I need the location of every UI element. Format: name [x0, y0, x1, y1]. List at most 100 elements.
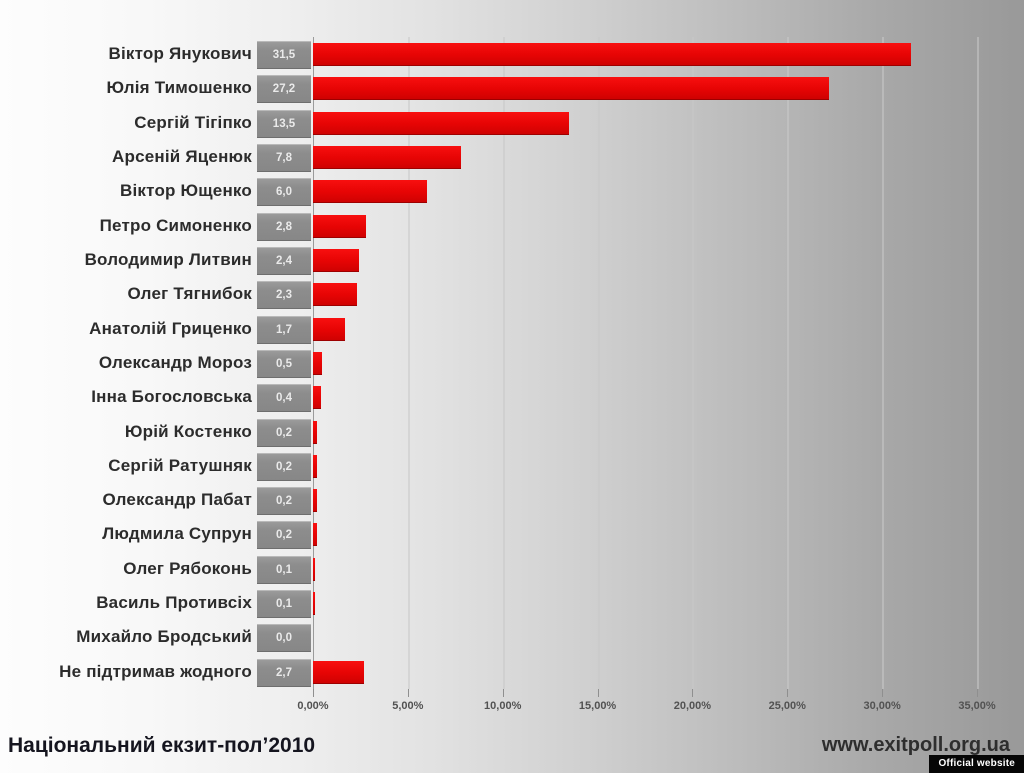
chart-row: Сергій Тігіпко 13,5 — [0, 109, 1024, 143]
axis-tick — [313, 689, 314, 697]
result-bar — [313, 420, 317, 444]
chart-row: Олег Тягнибок 2,3 — [0, 280, 1024, 314]
axis-tick-label: 0,00% — [297, 700, 329, 712]
candidate-name-label: Віктор Янукович — [108, 44, 252, 63]
candidate-name-label: Інна Богословська — [91, 387, 252, 407]
candidate-name-label: Юрій Костенко — [124, 421, 252, 441]
candidate-name-label: Василь Противсіх — [96, 593, 252, 613]
value-box: 0,1 — [257, 590, 311, 619]
result-bar — [313, 489, 317, 513]
plot-area: 0,00% 5,00% 10,00% 15,00% 20,00% 25,00% … — [297, 37, 996, 712]
candidate-name-label: Арсеній Яценюк — [112, 146, 252, 166]
value-box: 7,8 — [257, 143, 311, 172]
result-bar — [313, 214, 367, 238]
axis-tick-label: 25,00% — [768, 700, 806, 712]
value-box: 2,8 — [257, 212, 311, 241]
axis-tick — [407, 689, 409, 697]
candidate-name-label: Сергій Ратушняк — [108, 455, 252, 475]
result-bar — [313, 77, 830, 101]
chart-row: Не підтримав жодного 2,7 — [0, 658, 1024, 692]
gridline — [597, 37, 600, 689]
result-bar — [313, 454, 317, 478]
candidate-name-label: Не підтримав жодного — [59, 661, 252, 681]
result-bar — [313, 43, 911, 66]
chart-row: Володимир Литвин 2,4 — [0, 246, 1024, 280]
candidate-name-label: Михайло Бродський — [76, 627, 252, 647]
axis-tick-label: 5,00% — [392, 700, 424, 712]
gridline — [407, 37, 410, 689]
candidate-name-label: Володимир Литвин — [84, 249, 252, 269]
value-box: 0,4 — [257, 384, 311, 413]
official-website-badge: Official website — [929, 755, 1024, 773]
candidate-name-label: Петро Симоненко — [99, 215, 252, 235]
value-box: 2,4 — [257, 246, 311, 275]
candidate-name-label: Олександр Мороз — [98, 352, 252, 372]
axis-tick — [787, 689, 789, 697]
value-box: 0,0 — [257, 624, 311, 653]
axis-tick-label: 30,00% — [863, 700, 901, 712]
result-bar — [313, 283, 357, 307]
axis-tick-label: 35,00% — [958, 700, 996, 712]
candidate-name-label: Анатолій Гриценко — [89, 318, 252, 338]
axis-tick — [502, 689, 504, 697]
website-url: www.exitpoll.org.ua — [821, 734, 1010, 756]
chart-row: Василь Противсіх 0,1 — [0, 589, 1024, 623]
candidate-name-label: Людмила Супрун — [102, 524, 252, 544]
value-box: 0,2 — [257, 418, 311, 447]
chart-row: Юлія Тимошенко 27,2 — [0, 74, 1024, 108]
chart-row: Михайло Бродський 0,0 — [0, 623, 1024, 657]
gridline — [787, 37, 790, 689]
candidate-name-label: Олександр Пабат — [102, 490, 252, 510]
value-box: 27,2 — [257, 75, 311, 104]
result-bar — [313, 248, 359, 272]
candidate-name-label: Віктор Ющенко — [120, 181, 252, 201]
result-bar — [313, 317, 346, 341]
chart-row: Людмила Супрун 0,2 — [0, 520, 1024, 554]
value-box: 0,1 — [257, 555, 311, 584]
axis-tick-label: 15,00% — [578, 700, 617, 712]
chart-row: Олександр Пабат 0,2 — [0, 486, 1024, 520]
chart-row: Олександр Мороз 0,5 — [0, 349, 1024, 383]
chart-row: Віктор Янукович 31,5 — [0, 40, 1024, 74]
footer: Національний екзит-пол’2010 www.exitpoll… — [0, 720, 1024, 773]
value-box: 31,5 — [257, 41, 311, 69]
value-box: 0,2 — [257, 487, 311, 516]
result-bar — [313, 180, 427, 204]
result-bar — [313, 111, 570, 135]
value-box: 2,3 — [257, 281, 311, 310]
result-bar — [313, 386, 321, 410]
chart-row: Юрій Костенко 0,2 — [0, 418, 1024, 452]
chart-row: Олег Рябоконь 0,1 — [0, 555, 1024, 589]
axis-tick — [597, 689, 599, 697]
chart-title: Національний екзит-пол’2010 — [8, 734, 316, 757]
value-box: 0,2 — [257, 452, 311, 481]
gridline — [692, 37, 695, 689]
gridline — [502, 37, 505, 689]
axis-tick — [692, 689, 694, 697]
axis-tick — [882, 689, 884, 697]
candidate-name-label: Юлія Тимошенко — [106, 78, 252, 98]
result-bar — [313, 351, 323, 375]
result-bar — [313, 592, 315, 616]
candidate-name-label: Сергій Тігіпко — [134, 112, 252, 132]
axis-tick — [977, 689, 978, 697]
gridline — [977, 37, 979, 689]
gridline — [882, 37, 885, 689]
result-bar — [313, 660, 365, 684]
chart-row: Петро Симоненко 2,8 — [0, 212, 1024, 246]
value-box: 6,0 — [257, 178, 311, 207]
axis-tick-label: 10,00% — [484, 700, 522, 712]
candidate-name-label: Олег Рябоконь — [123, 558, 252, 578]
value-box: 2,7 — [257, 658, 311, 687]
chart-row: Віктор Ющенко 6,0 — [0, 177, 1024, 211]
chart-row: Сергій Ратушняк 0,2 — [0, 452, 1024, 486]
chart-row: Інна Богословська 0,4 — [0, 383, 1024, 417]
chart-row: Анатолій Гриценко 1,7 — [0, 315, 1024, 349]
result-bar — [313, 557, 315, 581]
value-box: 13,5 — [257, 109, 311, 138]
value-box: 1,7 — [257, 315, 311, 344]
axis-tick-label: 20,00% — [673, 700, 712, 712]
value-box: 0,5 — [257, 349, 311, 378]
candidate-name-label: Олег Тягнибок — [127, 284, 252, 304]
